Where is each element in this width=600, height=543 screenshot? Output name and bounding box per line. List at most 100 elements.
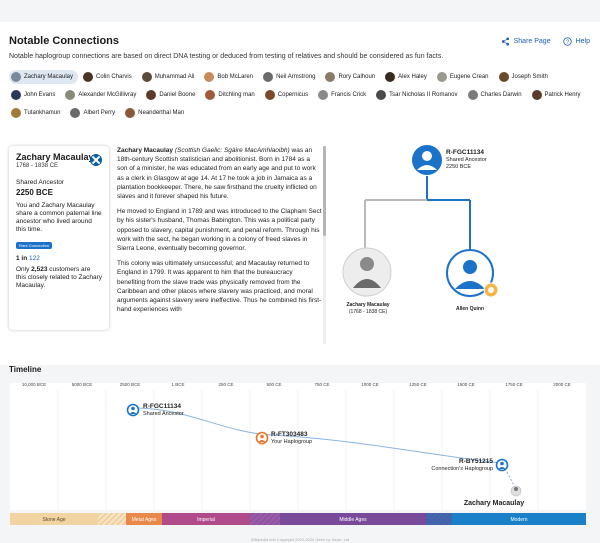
person-avatar [264,90,275,100]
era-label: Modern [511,517,528,523]
person-chip[interactable]: Muhammad Ali [139,70,200,84]
profile-name: Zachary Macaulay [16,152,94,162]
person-chip[interactable]: Francis Crick [316,88,372,102]
person-chip[interactable]: Neil Armstrong [261,70,321,84]
person-chip[interactable]: Ditchling man [203,88,260,102]
person-chip[interactable]: Colin Charvis [81,70,137,84]
left-person-name: Zachary Macaulay [346,302,390,308]
person-chip-label: Daniel Boone [159,92,196,98]
ancestor-node-icon[interactable] [412,145,442,175]
person-chip[interactable]: Joseph Smith [496,70,553,84]
page-subtitle: Notable haplogroup connections are based… [9,53,444,60]
person-chip[interactable]: Eugene Crean [434,70,494,84]
ancestor-date: 2250 BCE [446,164,472,170]
ratio-link[interactable]: 122 [29,255,40,262]
timeline-node-1-label: Shared Ancestor [143,411,184,417]
timeline-node-1-id: R-FGC11134 [143,403,181,410]
timeline-person-portrait[interactable] [510,485,522,497]
timeline-node-your-haplogroup[interactable] [255,431,269,445]
only-prefix: Only [16,266,32,273]
person-chip[interactable]: Bob McLaren [202,70,259,84]
person-chip[interactable]: Patrick Henry [529,88,586,102]
timeline-person-name: Zachary Macaulay [464,500,524,507]
person-chip[interactable]: John Evans [9,88,61,102]
era-label: Imperial [197,517,215,523]
timeline-tick-label: 1500 CE [457,382,475,387]
right-person-name: Allen Quinn [455,306,485,312]
era-band [452,513,586,525]
person-chip[interactable]: Daniel Boone [144,88,201,102]
profile-card: Zachary Macaulay 1768 - 1838 CE Shared A… [9,146,109,330]
share-page-button[interactable]: Share Page [501,37,551,46]
timeline-node-2-label: Your Haplogroup [271,439,312,445]
person-chip[interactable]: Tutankhamun [9,106,66,120]
person-chip-label: Colin Charvis [96,74,132,80]
rarity-ratio: 1 in 122 [16,255,102,263]
timeline-connection-curve [132,407,501,464]
person-avatar [467,90,478,100]
era-band [250,513,280,525]
timeline-tick-label: 1000 CE [361,382,379,387]
person-chip[interactable]: Zachary Macaulay [9,70,79,84]
person-chip[interactable]: Albert Perry [68,106,121,120]
bio-scrollbar[interactable] [323,146,326,344]
bio-paragraph-3: This colony was ultimately unsuccessful,… [117,260,322,314]
person-chip[interactable]: Rory Calhoun [323,70,381,84]
bio-p1-text: was an 18th-century Scottish statisticia… [117,147,317,201]
person-chip[interactable]: Alex Haley [383,70,432,84]
person-avatar [65,90,76,100]
timeline-node-connection-haplogroup[interactable] [495,458,509,472]
timeline-tick-label: 1250 CE [409,382,427,387]
notable-person-chips: Zachary Macaulay Colin Charvis Muhammad Al… [9,70,594,120]
zachary-macaulay-portrait[interactable] [342,247,392,297]
only-count: 2,523 [31,266,48,273]
person-chip[interactable]: Neanderthal Man [123,106,190,120]
connection-tree: R-FGC11134 Shared Ancestor 2250 BCE Zach… [340,140,590,340]
person-chip-label: John Evans [24,92,56,98]
person-chip-label: Tsar Nicholas II Romanov [389,92,458,98]
timeline-tick-label: 10,000 BCE [22,382,46,387]
person-avatar [146,90,157,100]
allen-quinn-avatar[interactable] [446,249,499,298]
person-avatar [376,90,387,100]
person-chip-label: Alexander McGillivray [78,92,137,98]
footer-copyright: Wikipedia text Copyright 2020-2024 Gene … [250,537,350,542]
era-label: Metal Ages [132,517,157,523]
bio-gaelic-name: (Scottish Gaelic: Sgàire MacAmhlaoibh) [174,147,290,154]
person-chip-label: Tutankhamun [24,110,61,116]
timeline-node-3-id: R-BY51215 [459,458,493,465]
person-chip[interactable]: Alexander McGillivray [63,88,142,102]
scotland-flag-icon [90,154,102,166]
timeline-node-2-id: R-FT303483 [271,431,308,438]
biography-text: Zachary Macaulay (Scottish Gaelic: Sgàir… [117,146,322,344]
profile-dates: 1768 - 1838 CE [16,163,59,169]
timeline-node-shared-ancestor[interactable] [126,403,140,417]
customer-count-text: Only 2,523 customers are this closely re… [16,266,102,290]
ancestor-id: R-FGC11134 [446,149,484,156]
share-icon [501,37,509,46]
person-chip-label: Rory Calhoun [338,74,376,80]
person-chip-label: Alex Haley [398,74,427,80]
help-label: Help [575,38,590,45]
person-chip[interactable]: Charles Darwin [465,88,527,102]
page-title: Notable Connections [9,35,120,47]
person-chip-label: Bob McLaren [217,74,254,80]
timeline-tick-label: 1 BCE [171,382,184,387]
person-avatar [263,72,274,82]
timeline-tick-label: 5000 BCE [72,382,93,387]
person-chip-label: Patrick Henry [544,92,581,98]
person-chip[interactable]: Tsar Nicholas II Romanov [374,88,463,102]
shared-ancestor-label: Shared Ancestor [16,179,65,186]
person-chip-label: Albert Perry [83,110,116,116]
timeline-title: Timeline [9,365,42,374]
person-chip[interactable]: Copernicus [262,88,314,102]
person-avatar [325,72,336,82]
era-band [426,513,452,525]
person-avatar [70,108,81,118]
help-button[interactable]: ? Help [562,37,590,46]
bio-scrollbar-thumb[interactable] [323,146,326,236]
era-label: Middle Ages [339,517,367,523]
person-chip-label: Copernicus [277,92,309,98]
top-band [0,0,600,22]
timeline-tick-label: 1750 CE [505,382,523,387]
